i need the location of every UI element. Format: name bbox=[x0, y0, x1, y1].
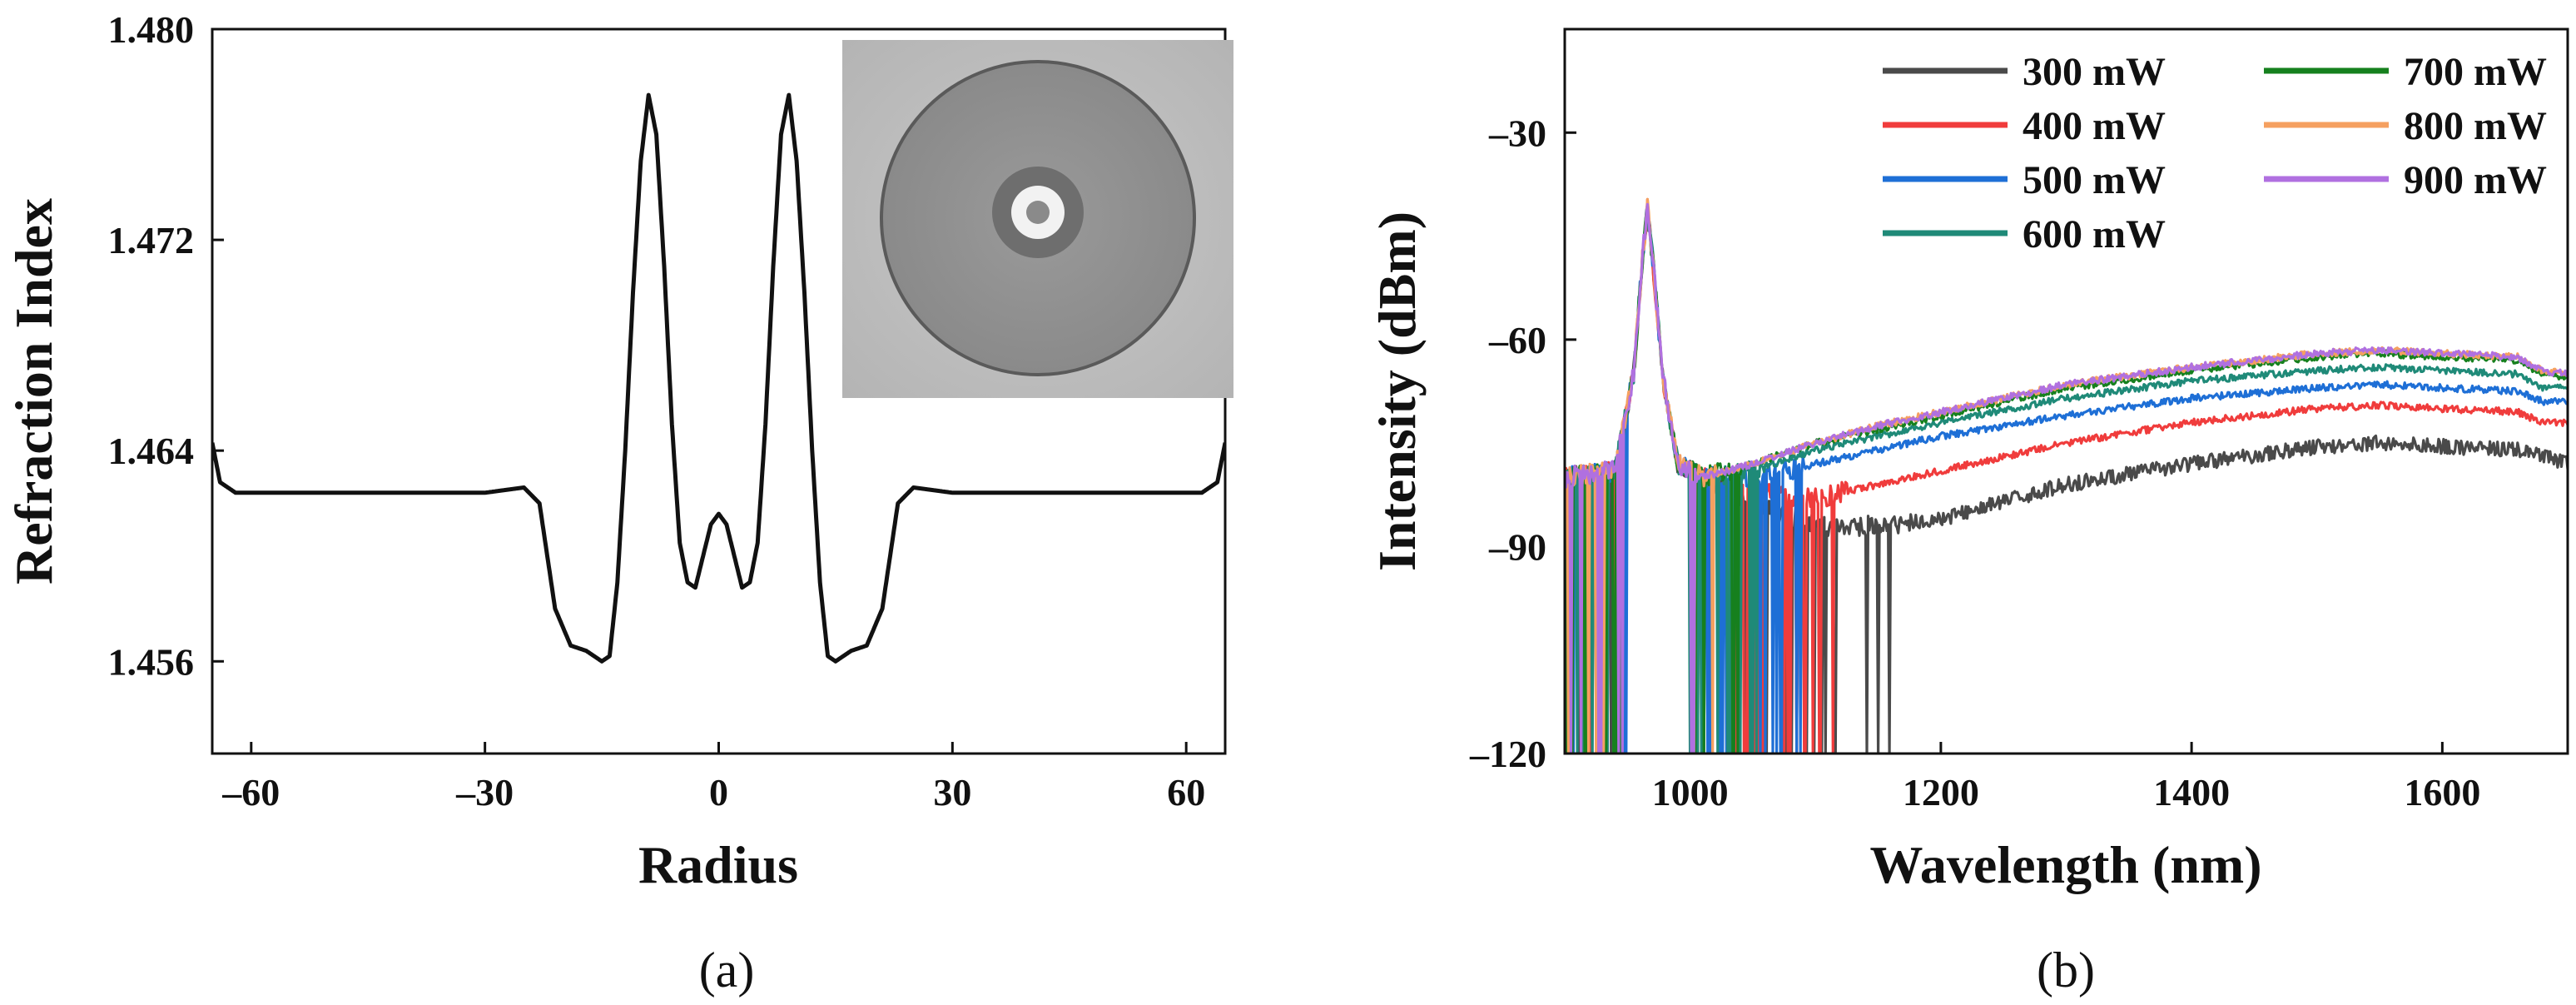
panel-a-y-tick-label: 1.480 bbox=[108, 8, 195, 51]
legend-label: 300 mW bbox=[2023, 50, 2166, 94]
panel-a-x-label: Radius bbox=[638, 835, 798, 894]
panel-a-caption: (a) bbox=[699, 943, 755, 998]
legend: 300 mW 400 mW 500 mW 600 mW 700 mW 800 mW 900 … bbox=[1883, 50, 2547, 256]
panel-a-y-tick-label: 1.464 bbox=[108, 430, 195, 472]
panel-b-x-tick-label: 1200 bbox=[1903, 771, 1979, 813]
panel-a-y-label: Refraction Index bbox=[4, 198, 63, 585]
panel-b-series bbox=[1565, 197, 2568, 754]
panel-a-x-tick-label: –30 bbox=[455, 771, 514, 813]
panel-a-y-tick-label: 1.472 bbox=[108, 219, 195, 261]
panel-b-y-tick-label: –120 bbox=[1469, 733, 1546, 775]
series-line-900-mw bbox=[1565, 202, 2568, 754]
panel-b-x-tick-label: 1400 bbox=[2153, 771, 2230, 813]
panel-a-series bbox=[212, 92, 1225, 664]
inset-core-center bbox=[1026, 201, 1050, 224]
panel-a-x-tick-label: –60 bbox=[221, 771, 280, 813]
legend-label: 600 mW bbox=[2023, 212, 2166, 256]
panel-b-caption: (b) bbox=[2037, 943, 2095, 998]
legend-label: 900 mW bbox=[2404, 158, 2547, 202]
series-line-400-mw bbox=[1565, 197, 2568, 754]
panel-b-x-tick-label: 1600 bbox=[2404, 771, 2480, 813]
panel-b-ticks: 1000 1200 1400 1600 –30 –60 –90 –120 bbox=[1469, 112, 2480, 813]
panel-a-x-tick-label: 60 bbox=[1167, 771, 1205, 813]
panel-b-x-tick-label: 1000 bbox=[1652, 771, 1729, 813]
legend-label: 400 mW bbox=[2023, 104, 2166, 148]
panel-a-ticks: –60 –30 0 30 60 1.480 1.472 1.464 1.456 bbox=[108, 8, 1206, 813]
panel-b-intensity-spectra: 1000 1200 1400 1600 –30 –60 –90 –120 300 mW 400 … bbox=[1367, 27, 2569, 998]
panel-b-frame bbox=[1563, 27, 2569, 755]
panel-b-y-tick-label: –90 bbox=[1488, 525, 1546, 568]
legend-label: 500 mW bbox=[2023, 158, 2166, 202]
panel-a-x-tick-label: 30 bbox=[933, 771, 971, 813]
panel-a-x-tick-label: 0 bbox=[709, 771, 728, 813]
fiber-cross-section-inset bbox=[842, 40, 1233, 398]
panel-a-refraction-profile: –60 –30 0 30 60 1.480 1.472 1.464 1.456 Radius R… bbox=[4, 8, 1233, 998]
legend-label: 800 mW bbox=[2404, 104, 2547, 148]
panel-a-y-tick-label: 1.456 bbox=[108, 640, 195, 683]
panel-b-y-tick-label: –60 bbox=[1488, 319, 1546, 361]
legend-label: 700 mW bbox=[2404, 50, 2547, 94]
panel-b-y-tick-label: –30 bbox=[1488, 112, 1546, 154]
series-line-index-profile bbox=[212, 92, 1225, 664]
panel-b-x-label: Wavelength (nm) bbox=[1869, 835, 2261, 894]
panel-b-y-label: Intensity (dBm) bbox=[1367, 211, 1427, 571]
